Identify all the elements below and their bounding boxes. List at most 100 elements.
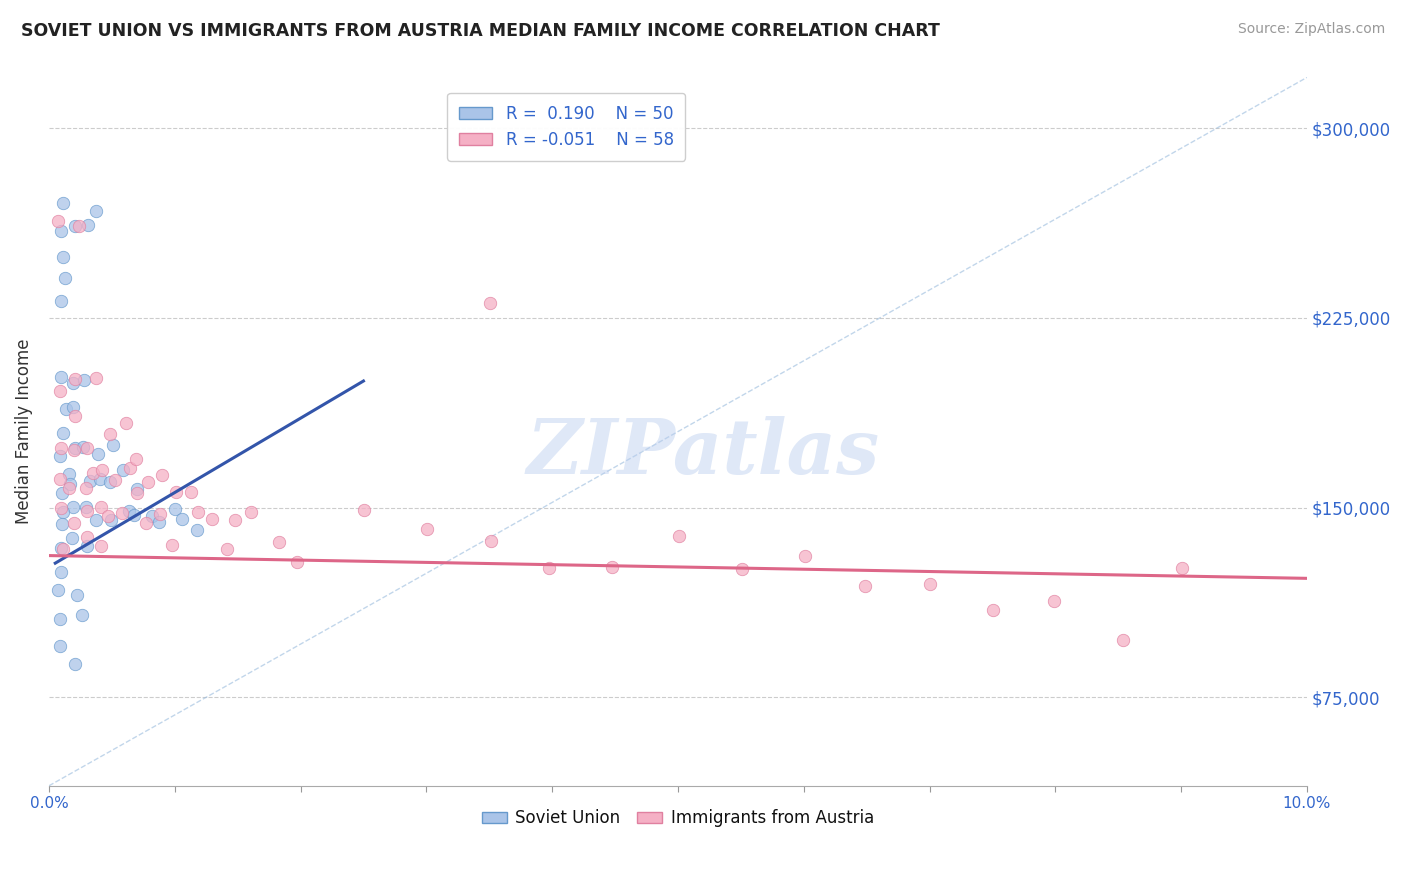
- Point: [115, 416, 138, 430]
- Point: [793, 549, 815, 563]
- Point: [981, 603, 1004, 617]
- Point: [118, 460, 141, 475]
- Point: [186, 523, 208, 537]
- Point: [148, 515, 170, 529]
- Point: [267, 535, 290, 549]
- Point: [135, 516, 157, 531]
- Point: [63, 442, 86, 456]
- Point: [125, 482, 148, 496]
- Point: [118, 504, 141, 518]
- Point: [55, 402, 77, 417]
- Point: [285, 555, 308, 569]
- Point: [58, 467, 80, 482]
- Point: [201, 511, 224, 525]
- Point: [98, 426, 121, 441]
- Point: [72, 440, 94, 454]
- Point: [63, 409, 86, 423]
- Point: [224, 512, 246, 526]
- Point: [75, 500, 97, 514]
- Point: [141, 508, 163, 523]
- Point: [79, 474, 101, 488]
- Point: [76, 219, 98, 233]
- Point: [60, 531, 83, 545]
- Point: [58, 481, 80, 495]
- Point: [49, 449, 72, 463]
- Point: [239, 505, 262, 519]
- Point: [59, 477, 82, 491]
- Point: [111, 463, 134, 477]
- Point: [84, 203, 107, 218]
- Point: [172, 512, 194, 526]
- Point: [63, 657, 86, 672]
- Point: [48, 612, 70, 626]
- Text: Source: ZipAtlas.com: Source: ZipAtlas.com: [1237, 22, 1385, 37]
- Point: [46, 582, 69, 597]
- Point: [62, 400, 84, 414]
- Point: [51, 486, 73, 500]
- Text: SOVIET UNION VS IMMIGRANTS FROM AUSTRIA MEDIAN FAMILY INCOME CORRELATION CHART: SOVIET UNION VS IMMIGRANTS FROM AUSTRIA …: [21, 22, 941, 40]
- Point: [49, 384, 72, 399]
- Point: [86, 371, 108, 385]
- Point: [98, 475, 121, 489]
- Legend: Soviet Union, Immigrants from Austria: Soviet Union, Immigrants from Austria: [475, 803, 880, 834]
- Point: [63, 516, 86, 530]
- Point: [180, 485, 202, 500]
- Point: [148, 508, 170, 522]
- Point: [162, 538, 184, 552]
- Point: [67, 219, 90, 233]
- Point: [49, 441, 72, 455]
- Point: [1171, 561, 1194, 575]
- Point: [49, 370, 72, 384]
- Point: [97, 508, 120, 523]
- Point: [416, 522, 439, 536]
- Point: [853, 579, 876, 593]
- Point: [82, 466, 104, 480]
- Point: [730, 562, 752, 576]
- Point: [48, 472, 70, 486]
- Point: [49, 501, 72, 516]
- Point: [920, 577, 942, 591]
- Point: [63, 442, 86, 457]
- Point: [138, 475, 160, 490]
- Point: [46, 214, 69, 228]
- Point: [52, 195, 75, 210]
- Point: [52, 505, 75, 519]
- Point: [51, 224, 73, 238]
- Text: ZIPatlas: ZIPatlas: [526, 416, 880, 490]
- Point: [65, 219, 87, 233]
- Point: [101, 438, 124, 452]
- Point: [52, 425, 75, 440]
- Point: [353, 503, 375, 517]
- Point: [104, 473, 127, 487]
- Point: [1112, 633, 1135, 648]
- Point: [89, 472, 111, 486]
- Point: [127, 486, 149, 500]
- Point: [62, 376, 84, 390]
- Point: [72, 607, 94, 622]
- Point: [52, 541, 75, 556]
- Point: [91, 462, 114, 476]
- Point: [479, 534, 502, 549]
- Point: [76, 441, 98, 455]
- Point: [62, 500, 84, 515]
- Point: [187, 505, 209, 519]
- Point: [150, 468, 173, 483]
- Point: [86, 513, 108, 527]
- Point: [49, 639, 72, 653]
- Point: [90, 500, 112, 514]
- Point: [52, 250, 75, 264]
- Point: [66, 588, 89, 602]
- Point: [75, 481, 97, 495]
- Point: [111, 507, 134, 521]
- Point: [537, 561, 560, 575]
- Point: [600, 559, 623, 574]
- Point: [165, 502, 187, 516]
- Point: [55, 270, 77, 285]
- Point: [87, 447, 110, 461]
- Point: [76, 539, 98, 553]
- Point: [478, 296, 501, 310]
- Point: [51, 541, 73, 555]
- Point: [1042, 594, 1064, 608]
- Point: [76, 530, 98, 544]
- Point: [90, 540, 112, 554]
